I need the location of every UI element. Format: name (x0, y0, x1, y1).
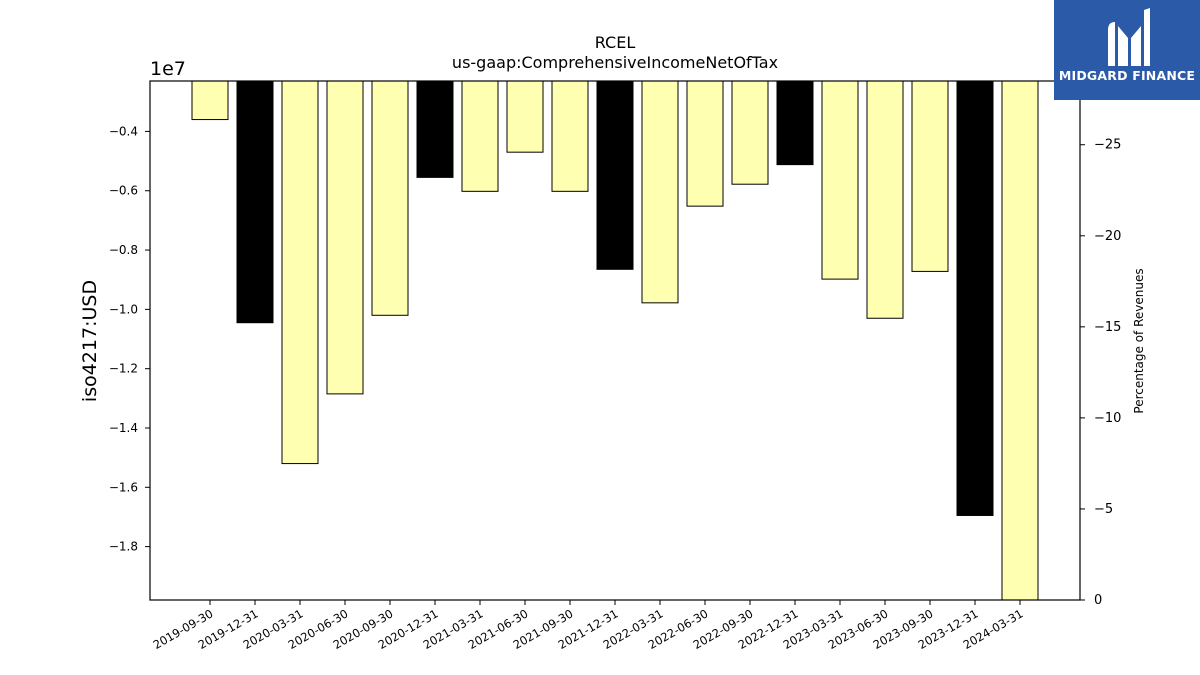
y2-axis-label: Percentage of Revenues (1132, 268, 1146, 413)
bar (551, 80, 589, 192)
y-axis-label: iso4217:USD (79, 280, 101, 402)
y2-tick-label: −15 (1094, 320, 1121, 335)
bar (416, 80, 454, 178)
y2-tick-label: −5 (1094, 502, 1113, 517)
y-tick-label: −0.8 (109, 243, 138, 257)
y2-tick-label: −20 (1094, 229, 1121, 244)
bar (236, 80, 274, 324)
bar (821, 80, 859, 280)
y-tick-label: −1.6 (109, 480, 138, 494)
bar (371, 80, 409, 316)
bar (776, 80, 814, 166)
bar (686, 80, 724, 207)
bar (866, 80, 904, 319)
chart-subtitle: us-gaap:ComprehensiveIncomeNetOfTax (452, 53, 778, 72)
bar (506, 80, 544, 153)
midgard-finance-logo: MIDGARD FINANCE (1054, 0, 1200, 100)
bar (956, 80, 994, 516)
bar (281, 80, 319, 465)
y-tick-label: −1.0 (109, 302, 138, 316)
y-tick-label: −1.8 (109, 540, 138, 554)
bar (1001, 80, 1039, 601)
y-tick-label: −0.4 (109, 124, 138, 138)
y-tick-label: −1.2 (109, 362, 138, 376)
bar (731, 80, 769, 185)
y2-tick-label: 0 (1094, 593, 1102, 608)
bar (911, 80, 949, 272)
y-offset-label: 1e7 (150, 58, 186, 80)
y2-tick-label: −25 (1094, 138, 1121, 153)
logo-text: MIDGARD FINANCE (1058, 68, 1196, 83)
y-tick-label: −0.6 (109, 184, 138, 198)
chart-title: RCEL (595, 33, 636, 52)
bar (461, 80, 499, 192)
bar (326, 80, 364, 395)
y-tick-label: −1.4 (109, 421, 138, 435)
bar (641, 80, 679, 304)
y2-tick-label: −10 (1094, 411, 1121, 426)
bar (596, 80, 634, 270)
midgard-logo-icon (1108, 8, 1150, 66)
bar (191, 80, 229, 121)
